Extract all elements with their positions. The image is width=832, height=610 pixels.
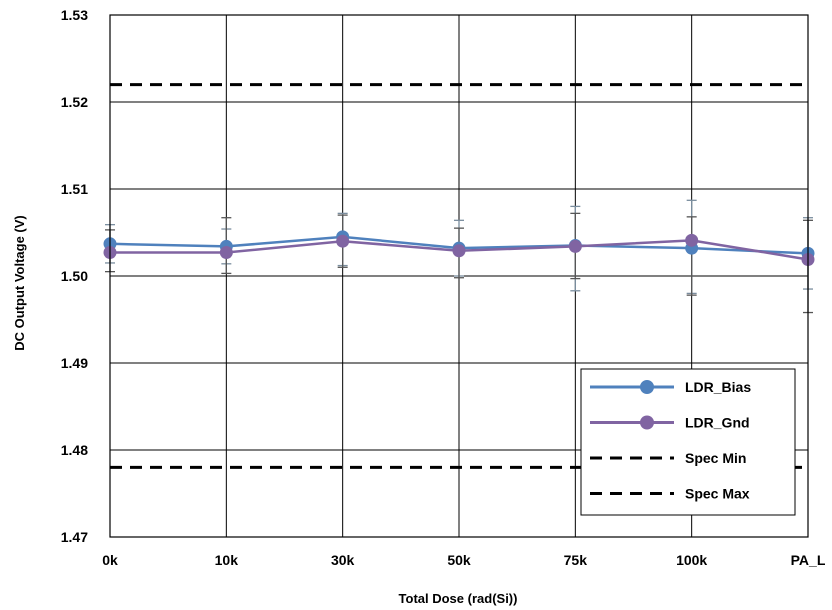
y-tick-label: 1.47 (61, 529, 88, 545)
y-tick-label: 1.48 (61, 442, 88, 458)
data-point-ldr-gnd (452, 244, 466, 258)
legend-marker-ldr-gnd (640, 415, 654, 430)
y-tick-label: 1.50 (61, 268, 88, 284)
data-point-ldr-gnd (219, 246, 233, 260)
x-tick-label: 30k (331, 552, 355, 568)
data-point-ldr-gnd (336, 234, 350, 248)
x-tick-label: 10k (215, 552, 239, 568)
x-tick-label: 0k (102, 552, 118, 568)
y-axis-ticks: 1.47 1.48 1.49 1.50 1.51 1.52 1.53 (61, 7, 88, 545)
data-series (103, 230, 815, 266)
x-tick-label: 75k (564, 552, 588, 568)
x-axis-ticks: 0k 10k 30k 50k 75k 100k PA_L (102, 552, 826, 568)
legend-marker-ldr-bias (640, 380, 654, 394)
data-point-ldr-gnd (568, 239, 582, 253)
legend-label-ldr-gnd: LDR_Gnd (685, 415, 750, 431)
legend-label-spec-max: Spec Max (685, 486, 750, 502)
legend-label-ldr-bias: LDR_Bias (685, 379, 751, 395)
x-tick-label: PA_L (791, 552, 826, 568)
legend-box (580, 368, 796, 516)
y-tick-label: 1.52 (61, 94, 88, 110)
y-axis-title: DC Output Voltage (V) (12, 215, 27, 351)
x-tick-label: 50k (447, 552, 471, 568)
legend: LDR_Bias LDR_Gnd Spec Min Spec Max (580, 368, 796, 516)
y-tick-label: 1.51 (61, 181, 88, 197)
y-tick-label: 1.49 (61, 355, 88, 371)
legend-label-spec-min: Spec Min (685, 450, 746, 466)
y-tick-label: 1.53 (61, 7, 88, 23)
data-point-ldr-gnd (685, 233, 699, 247)
plot-area-border (109, 14, 809, 538)
x-tick-label: 100k (676, 552, 707, 568)
x-axis-title: Total Dose (rad(Si)) (399, 591, 518, 606)
